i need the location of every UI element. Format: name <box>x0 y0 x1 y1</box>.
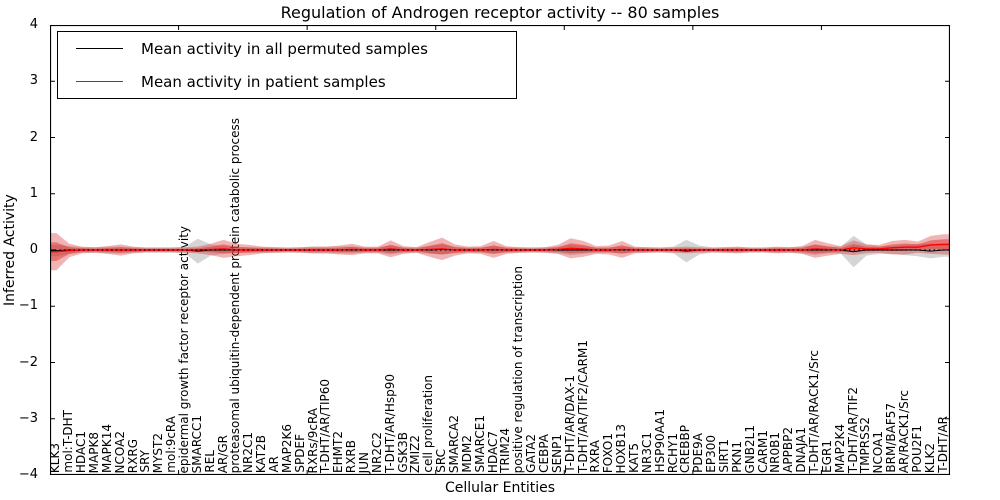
patient-mean-line-sample <box>76 81 123 82</box>
y-tick-label: −4 <box>18 467 38 482</box>
plot-area: KLK3 mol:T-DHT HDAC1 MAPK8 MAPK14 NCOA2 RXRG SR… <box>48 25 950 475</box>
chart-title: Regulation of Androgen receptor activity… <box>280 3 720 22</box>
y-axis-ticks: 4 3 2 1 0 −1 −2 −3 −4 <box>0 17 44 482</box>
permuted-spread-band <box>50 235 950 268</box>
y-tick-label: −3 <box>18 410 38 426</box>
violin-band-chart <box>50 25 950 475</box>
legend-row-permuted: Mean activity in all permuted samples <box>58 40 516 58</box>
legend-row-patient: Mean activity in patient samples <box>58 73 516 91</box>
x-axis-label: Cellular Entities <box>444 480 556 496</box>
plot-frame <box>50 25 950 475</box>
y-tick-label: −2 <box>18 354 38 370</box>
legend: Mean activity in all permuted samples Me… <box>57 31 517 99</box>
legend-label-permuted: Mean activity in all permuted samples <box>141 39 428 58</box>
patient-spread-band-outer <box>50 233 950 271</box>
y-tick-label: 2 <box>29 129 38 145</box>
legend-label-patient: Mean activity in patient samples <box>141 72 386 91</box>
y-tick-label: −1 <box>18 298 38 314</box>
y-tick-label: 3 <box>29 73 38 89</box>
permuted-mean-line-sample <box>76 48 123 49</box>
y-tick-label: 0 <box>29 242 38 257</box>
y-tick-label: 1 <box>29 185 38 201</box>
y-tick-label: 4 <box>29 17 38 32</box>
